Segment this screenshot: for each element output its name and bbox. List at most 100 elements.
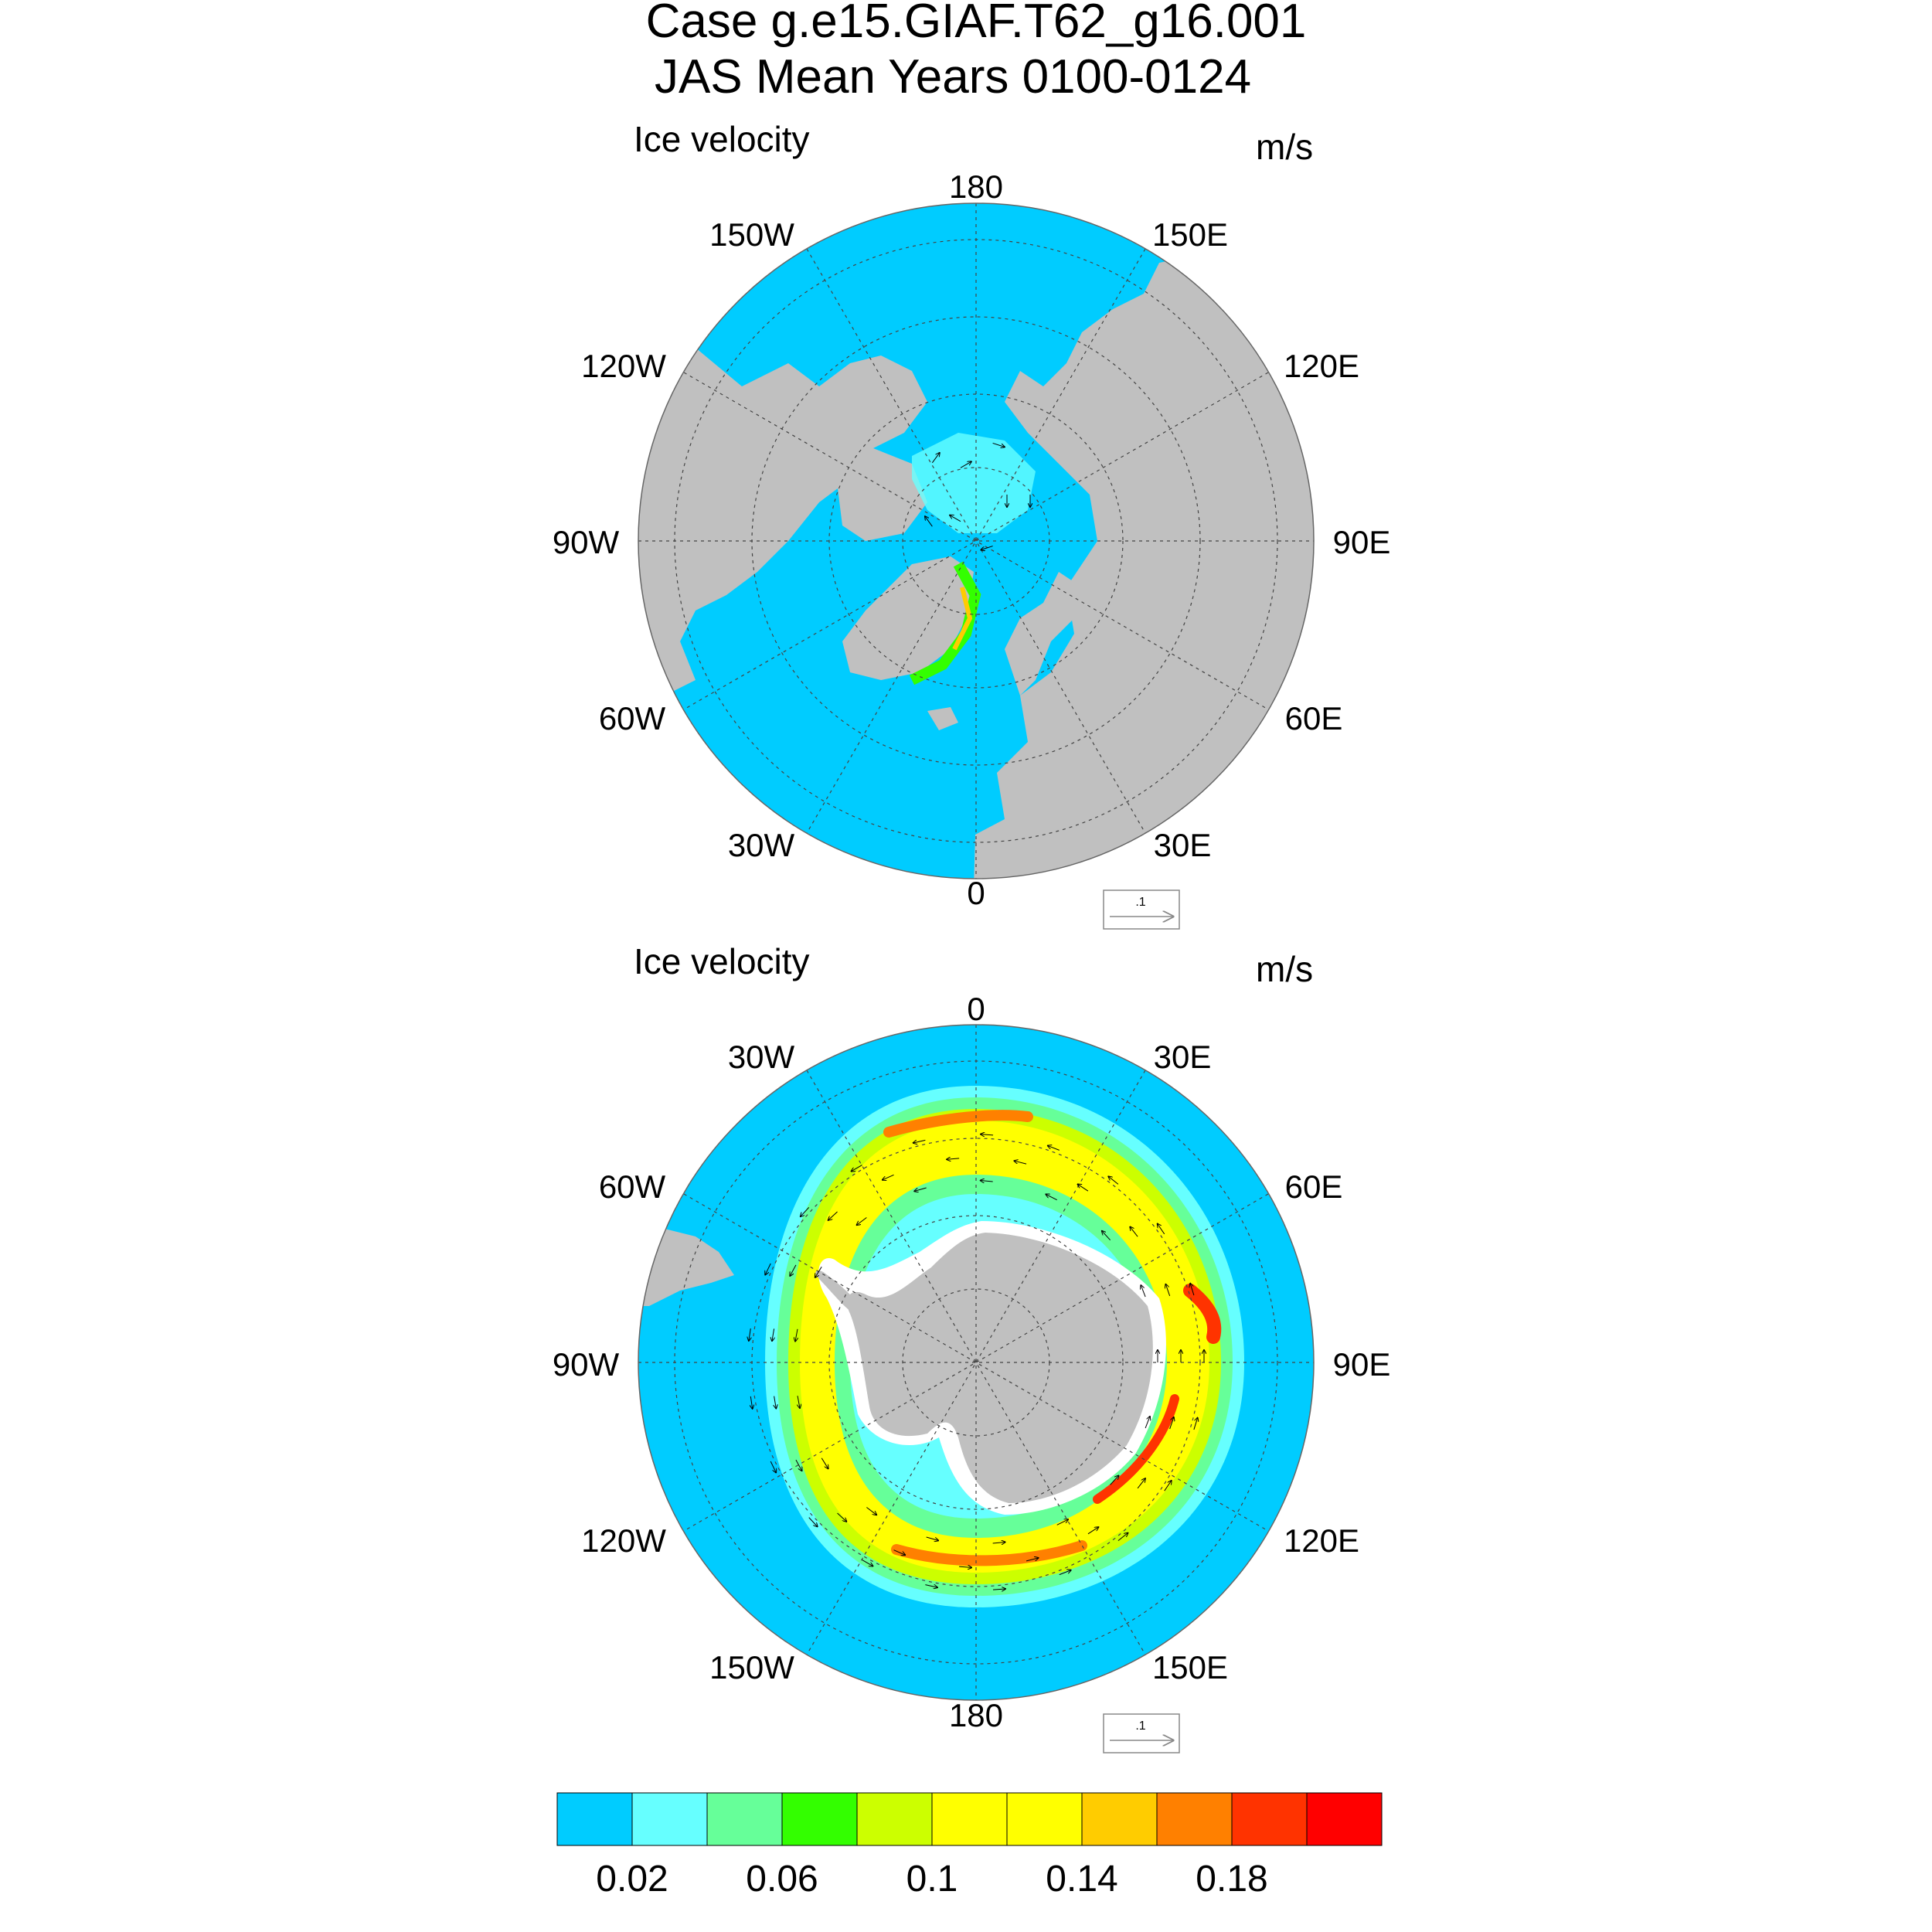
south-panel-left-label: Ice velocity <box>634 941 810 981</box>
north-lon-label: 120E <box>1284 348 1359 384</box>
south-lon-label: 150W <box>709 1649 794 1685</box>
velocity-arrow <box>1117 1533 1128 1542</box>
velocity-arrow <box>947 1158 960 1159</box>
velocity-arrow <box>931 453 939 464</box>
velocity-arrow <box>808 1517 818 1527</box>
south-lon-label: 150E <box>1152 1649 1228 1685</box>
velocity-arrow <box>821 1458 828 1469</box>
velocity-arrow <box>981 1134 994 1135</box>
velocity-arrow <box>815 1267 822 1277</box>
north-lon-label: 150W <box>709 216 794 253</box>
south-panel-units-label: m/s <box>1256 949 1313 989</box>
velocity-arrow <box>925 1584 937 1588</box>
north-land-greenland <box>842 556 974 680</box>
velocity-arrow <box>828 1211 838 1220</box>
north-land-eurasia <box>974 255 1314 879</box>
colorbar-box <box>556 1792 633 1846</box>
south-lon-label: 30W <box>728 1039 795 1075</box>
south-fast-streak-weddell <box>883 1110 1033 1138</box>
colorbar-box <box>781 1792 858 1846</box>
south-lon-label: 0 <box>967 991 985 1027</box>
velocity-arrow <box>866 1507 876 1515</box>
velocity-arrow <box>801 1207 810 1216</box>
velocity-arrow <box>749 1328 750 1341</box>
figure-title-line2: JAS Mean Years 0100-0124 <box>655 50 1251 104</box>
south-fast-streak-east <box>1183 1284 1222 1344</box>
velocity-arrow <box>981 546 993 550</box>
colorbar-tick-labels: 0.02 0.06 0.1 0.14 0.18 <box>596 1859 1267 1900</box>
south-land-south-america <box>638 1229 734 1306</box>
velocity-arrow <box>1165 1284 1171 1297</box>
colorbar-box <box>1006 1792 1083 1846</box>
colorbar-box <box>1081 1792 1158 1846</box>
velocity-arrow <box>926 1536 938 1540</box>
velocity-arrow <box>772 1328 774 1341</box>
velocity-arrow <box>992 442 1005 447</box>
north-lon-label: 90E <box>1333 524 1391 560</box>
velocity-arrow <box>790 1264 797 1276</box>
velocity-arrow <box>960 461 971 468</box>
north-vectors <box>925 442 1030 550</box>
south-land-antarctica <box>847 1233 1153 1503</box>
colorbar <box>556 1792 1383 1846</box>
south-fast-streak-wilkes <box>1093 1394 1179 1504</box>
velocity-arrow <box>1048 1146 1060 1151</box>
velocity-arrow <box>1158 1224 1165 1235</box>
colorbar-box <box>1306 1792 1383 1846</box>
north-panel-left-label: Ice velocity <box>634 119 810 159</box>
north-graticule <box>638 203 1314 879</box>
colorbar-tick-label: 0.06 <box>746 1859 818 1900</box>
velocity-arrow <box>1190 1284 1195 1296</box>
velocity-arrow <box>774 1396 777 1409</box>
velocity-arrow <box>837 1512 847 1522</box>
colorbar-tick-label: 0.02 <box>596 1859 668 1900</box>
north-land-archipelago <box>835 448 927 541</box>
north-lon-label: 30E <box>1154 827 1212 863</box>
velocity-arrow <box>765 1263 771 1274</box>
velocity-arrow <box>795 1328 798 1342</box>
south-lon-label: 120W <box>581 1522 666 1559</box>
velocity-arrow <box>1102 1231 1111 1241</box>
velocity-arrow <box>1141 1285 1146 1298</box>
velocity-arrow <box>1193 1418 1198 1430</box>
north-reference-vector-label: .1 <box>1135 896 1145 909</box>
south-graticule <box>638 1025 1314 1700</box>
south-lon-label: 60E <box>1285 1168 1343 1205</box>
north-panel-units-label: m/s <box>1256 127 1313 167</box>
north-east-greenland-current-core <box>952 587 973 651</box>
velocity-arrow <box>770 1461 776 1472</box>
velocity-arrow <box>1164 1481 1172 1492</box>
velocity-arrow <box>883 1174 894 1179</box>
south-lon-label: 180 <box>949 1697 1003 1733</box>
colorbar-box <box>931 1792 1008 1846</box>
north-lon-label: 60E <box>1285 700 1343 736</box>
north-lon-label: 150E <box>1152 216 1228 253</box>
velocity-arrow <box>1108 1176 1119 1185</box>
north-land-scandinavia <box>1005 572 1082 696</box>
north-lon-label: 180 <box>949 168 1003 205</box>
north-panel: Ice velocity m/s <box>553 119 1391 930</box>
velocity-arrow <box>1137 1478 1145 1489</box>
south-lon-label: 90E <box>1333 1346 1391 1383</box>
velocity-arrow <box>750 1396 752 1409</box>
velocity-arrow <box>1110 1475 1119 1485</box>
figure-title-line1: Case g.e15.GIAF.T62_g16.001 <box>646 0 1307 48</box>
south-panel: Ice velocity m/s <box>553 941 1391 1753</box>
velocity-arrow <box>1015 1161 1027 1165</box>
south-lon-label: 120E <box>1284 1522 1359 1559</box>
north-land-north-america <box>638 340 927 696</box>
velocity-arrow <box>993 1589 1005 1590</box>
velocity-arrow <box>1056 1519 1068 1526</box>
north-reference-vector: .1 <box>1103 889 1180 930</box>
colorbar-tick-label: 0.1 <box>906 1859 958 1900</box>
colorbar-box <box>856 1792 933 1846</box>
velocity-arrow <box>1026 1558 1039 1562</box>
velocity-arrow <box>1087 1527 1098 1535</box>
velocity-arrow <box>925 516 933 527</box>
south-land-peninsula <box>815 1270 862 1314</box>
north-lon-label: 90W <box>553 524 620 560</box>
north-land-iceland <box>927 707 958 730</box>
north-lon-label: 30W <box>728 827 795 863</box>
north-east-greenland-current <box>909 561 981 685</box>
